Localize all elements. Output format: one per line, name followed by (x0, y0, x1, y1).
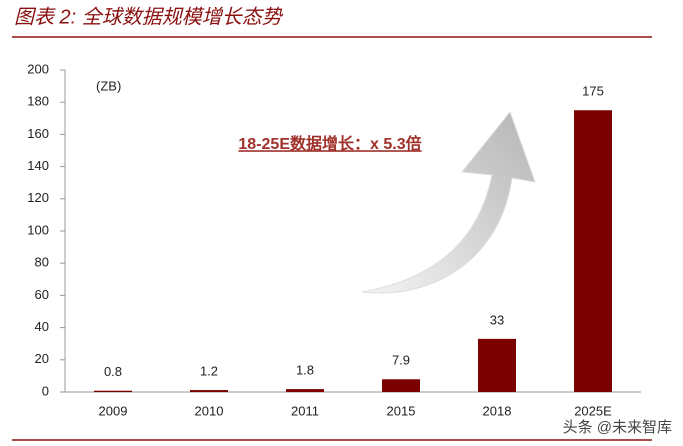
y-tick-label: 60 (35, 287, 49, 302)
y-tick-label: 0 (42, 383, 49, 398)
x-tick-label: 2025E (574, 403, 612, 418)
y-tick-label: 200 (27, 61, 49, 76)
x-tick-label: 2010 (195, 403, 224, 418)
watermark: 头条 @未来智库 (563, 418, 672, 436)
y-tick-label: 120 (27, 190, 49, 205)
value-label: 0.8 (104, 364, 122, 379)
bar (190, 390, 228, 392)
y-tick-label: 160 (27, 126, 49, 141)
y-tick-label: 140 (27, 158, 49, 173)
unit-label: (ZB) (96, 78, 121, 93)
x-tick-label: 2009 (99, 403, 128, 418)
bar (382, 379, 420, 392)
bar (478, 338, 516, 392)
chart-title: 图表 2: 全球数据规模增长态势 (14, 5, 284, 28)
x-tick-label: 2015 (387, 403, 416, 418)
value-label: 7.9 (392, 353, 410, 368)
y-tick-label: 100 (27, 222, 49, 237)
y-tick-label: 80 (35, 255, 49, 270)
value-label: 33 (490, 312, 504, 327)
y-tick-label: 20 (35, 351, 49, 366)
value-label: 175 (582, 84, 604, 99)
value-label: 1.8 (296, 363, 314, 378)
value-label: 1.2 (200, 364, 218, 379)
annotation: 18-25E数据增长：x 5.3倍 (238, 134, 421, 153)
y-tick-label: 180 (27, 94, 49, 109)
bar (94, 390, 132, 392)
growth-arrow (361, 110, 536, 294)
bar (574, 110, 612, 392)
x-tick-label: 2018 (483, 403, 512, 418)
x-tick-label: 2011 (291, 403, 319, 418)
bar (286, 389, 324, 392)
y-tick-label: 40 (35, 319, 49, 334)
